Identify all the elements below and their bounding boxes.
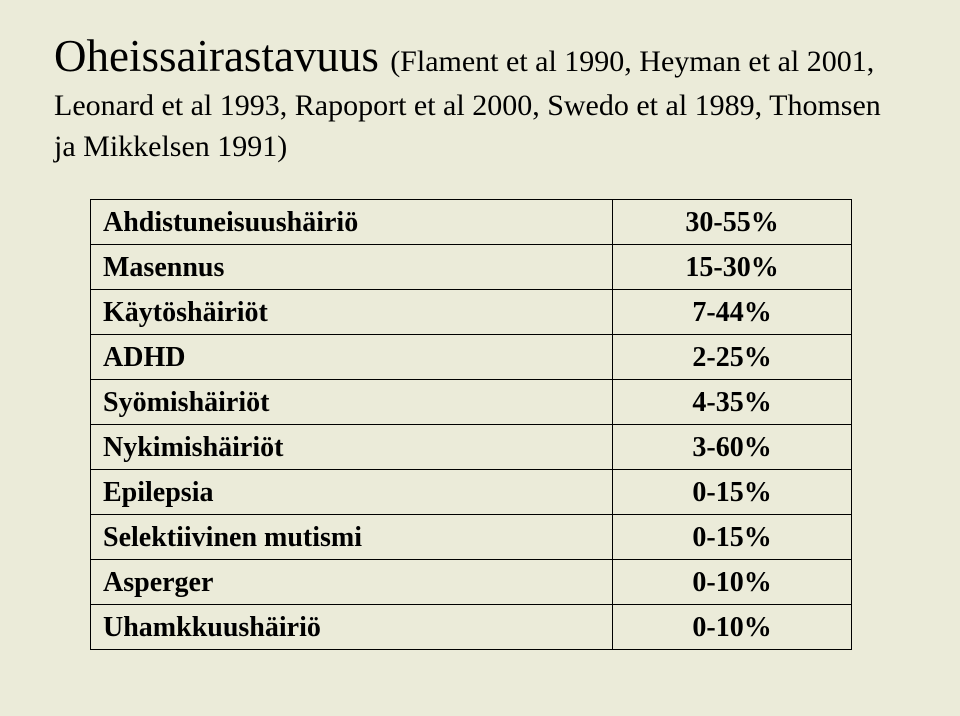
row-name: Asperger bbox=[91, 560, 613, 605]
row-name: Nykimishäiriöt bbox=[91, 425, 613, 470]
table-row: Uhamkkuushäiriö 0-10% bbox=[91, 605, 852, 650]
row-name: ADHD bbox=[91, 335, 613, 380]
title-main: Oheissairastavuus bbox=[54, 31, 390, 81]
row-value: 4-35% bbox=[613, 380, 852, 425]
slide: Oheissairastavuus (Flament et al 1990, H… bbox=[0, 0, 960, 716]
table-row: Ahdistuneisuushäiriö 30-55% bbox=[91, 200, 852, 245]
row-name: Masennus bbox=[91, 245, 613, 290]
table-body: Ahdistuneisuushäiriö 30-55% Masennus 15-… bbox=[91, 200, 852, 650]
row-value: 15-30% bbox=[613, 245, 852, 290]
row-value: 3-60% bbox=[613, 425, 852, 470]
table-row: Asperger 0-10% bbox=[91, 560, 852, 605]
row-name: Epilepsia bbox=[91, 470, 613, 515]
row-value: 0-15% bbox=[613, 515, 852, 560]
row-value: 30-55% bbox=[613, 200, 852, 245]
table-row: ADHD 2-25% bbox=[91, 335, 852, 380]
table-row: Epilepsia 0-15% bbox=[91, 470, 852, 515]
comorbidity-table: Ahdistuneisuushäiriö 30-55% Masennus 15-… bbox=[90, 199, 852, 650]
row-name: Ahdistuneisuushäiriö bbox=[91, 200, 613, 245]
row-value: 0-10% bbox=[613, 560, 852, 605]
table-row: Selektiivinen mutismi 0-15% bbox=[91, 515, 852, 560]
row-value: 7-44% bbox=[613, 290, 852, 335]
row-name: Syömishäiriöt bbox=[91, 380, 613, 425]
row-name: Käytöshäiriöt bbox=[91, 290, 613, 335]
row-value: 2-25% bbox=[613, 335, 852, 380]
table-row: Syömishäiriöt 4-35% bbox=[91, 380, 852, 425]
row-value: 0-15% bbox=[613, 470, 852, 515]
table-row: Nykimishäiriöt 3-60% bbox=[91, 425, 852, 470]
row-name: Uhamkkuushäiriö bbox=[91, 605, 613, 650]
table-row: Masennus 15-30% bbox=[91, 245, 852, 290]
table-row: Käytöshäiriöt 7-44% bbox=[91, 290, 852, 335]
row-value: 0-10% bbox=[613, 605, 852, 650]
row-name: Selektiivinen mutismi bbox=[91, 515, 613, 560]
slide-title: Oheissairastavuus (Flament et al 1990, H… bbox=[54, 28, 906, 165]
